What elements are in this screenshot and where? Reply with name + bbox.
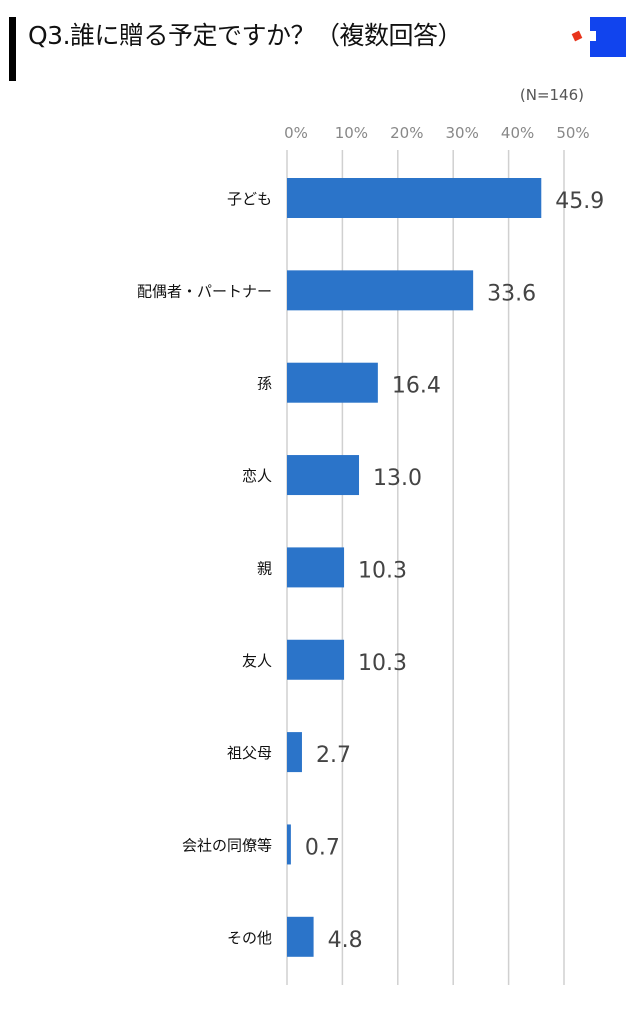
data-label: 10.3: [358, 651, 407, 676]
data-label: 10.3: [358, 558, 407, 583]
bar: [287, 732, 302, 773]
category-label: 子ども: [227, 190, 272, 208]
bar: [287, 270, 474, 311]
brand-logo: [571, 17, 626, 57]
bar: [287, 362, 378, 403]
category-label: その他: [227, 929, 272, 947]
category-label: 友人: [242, 652, 272, 670]
category-label: 配偶者・パートナー: [137, 282, 272, 300]
bar: [287, 824, 291, 865]
bar: [287, 455, 360, 496]
data-label: 13.0: [373, 466, 422, 491]
data-label: 33.6: [487, 281, 536, 306]
category-label: 祖父母: [227, 744, 272, 762]
data-label: 16.4: [392, 374, 441, 399]
bar: [287, 639, 345, 680]
data-label: 2.7: [316, 743, 351, 768]
data-label: 0.7: [305, 835, 340, 860]
title-accent-bar: [9, 17, 16, 81]
chart-title: Q3.誰に贈る予定ですか？（複数回答）: [28, 21, 463, 50]
x-tick-label: 30%: [446, 124, 479, 142]
x-tick-label: 40%: [501, 124, 534, 142]
category-label: 恋人: [242, 467, 272, 485]
x-tick-label: 20%: [390, 124, 423, 142]
x-tick-label: 50%: [556, 124, 589, 142]
category-label: 孫: [257, 375, 272, 393]
bar: [287, 916, 314, 957]
sample-size: (N=146): [519, 86, 584, 104]
category-label: 会社の同僚等: [182, 836, 272, 854]
bar: [287, 178, 542, 218]
bar: [287, 547, 345, 588]
x-tick-label: 0%: [284, 124, 308, 142]
data-label: 4.8: [328, 928, 363, 953]
data-label: 45.9: [555, 189, 604, 214]
category-label: 親: [257, 559, 272, 577]
x-tick-label: 10%: [335, 124, 368, 142]
